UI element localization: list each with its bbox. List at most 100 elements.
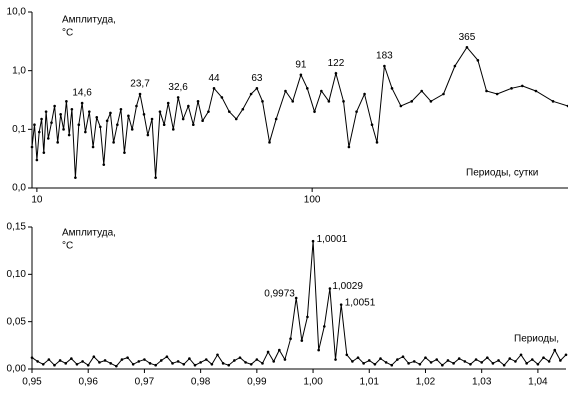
point xyxy=(521,84,524,88)
point xyxy=(519,353,523,357)
point xyxy=(58,359,62,362)
point xyxy=(123,151,126,154)
point xyxy=(135,104,138,108)
point xyxy=(77,123,81,126)
annotation: 1,0051 xyxy=(345,297,376,308)
point xyxy=(347,145,351,149)
y-tick-label: 0,10 xyxy=(7,269,27,280)
y-tick-label: 0,15 xyxy=(7,222,27,233)
point xyxy=(95,116,99,119)
point xyxy=(420,89,423,93)
point xyxy=(126,356,129,359)
x-tick-label: 0,97 xyxy=(135,377,155,388)
point xyxy=(146,133,150,137)
point xyxy=(442,92,445,96)
point xyxy=(278,348,281,352)
point xyxy=(59,113,62,116)
point xyxy=(53,363,56,367)
point xyxy=(410,100,414,103)
y-axis-unit: °C xyxy=(62,28,73,39)
x-tick-label: 1,01 xyxy=(360,377,380,388)
point xyxy=(407,362,410,365)
point xyxy=(148,362,152,365)
point xyxy=(30,356,34,359)
point xyxy=(255,358,259,361)
y-tick-label: 0,00 xyxy=(7,364,27,375)
point xyxy=(429,100,433,103)
x-tick-label: 0,95 xyxy=(22,377,42,388)
point xyxy=(207,110,210,113)
point xyxy=(379,357,382,360)
point xyxy=(130,128,134,131)
point xyxy=(64,362,68,365)
point xyxy=(272,360,276,363)
point xyxy=(255,87,259,90)
point xyxy=(162,123,166,126)
point xyxy=(41,362,45,366)
point xyxy=(166,101,170,105)
y-tick-label: 0,1 xyxy=(12,124,26,135)
point xyxy=(399,104,403,108)
point xyxy=(355,110,358,113)
point xyxy=(491,362,495,365)
point xyxy=(502,363,506,367)
point xyxy=(564,353,568,357)
point xyxy=(313,110,316,113)
point xyxy=(294,296,298,300)
annotation: 91 xyxy=(295,59,307,70)
point xyxy=(143,358,146,361)
x-axis-label: Периоды, xyxy=(514,334,559,345)
point xyxy=(370,123,374,126)
point xyxy=(37,130,41,134)
point xyxy=(261,100,264,103)
point xyxy=(212,87,216,90)
point xyxy=(486,356,489,359)
point xyxy=(328,287,332,290)
point xyxy=(131,362,135,366)
point xyxy=(70,357,73,360)
point xyxy=(33,123,36,126)
annotation: 63 xyxy=(251,73,263,84)
point xyxy=(356,356,360,359)
series-line xyxy=(31,241,567,367)
annotation: 365 xyxy=(459,32,476,43)
point xyxy=(283,358,287,361)
point xyxy=(306,315,309,319)
point xyxy=(176,360,180,363)
point xyxy=(547,360,551,363)
point xyxy=(530,358,534,361)
point xyxy=(109,111,112,115)
point xyxy=(238,356,242,359)
point xyxy=(390,87,394,90)
point xyxy=(268,141,271,144)
point xyxy=(84,130,87,134)
point xyxy=(390,363,394,367)
point xyxy=(373,362,377,366)
point xyxy=(154,176,157,179)
point xyxy=(289,337,292,341)
point xyxy=(249,92,253,96)
y-axis-label: Амплитуда, xyxy=(62,15,116,26)
point xyxy=(99,125,102,129)
point xyxy=(46,137,50,140)
point xyxy=(150,117,154,121)
point xyxy=(514,360,517,363)
point xyxy=(551,100,555,103)
point xyxy=(497,359,500,362)
point xyxy=(196,100,200,103)
point xyxy=(142,113,146,116)
point xyxy=(47,358,51,361)
point xyxy=(375,141,379,144)
point xyxy=(80,101,84,105)
point xyxy=(383,64,386,68)
point xyxy=(199,361,202,364)
point xyxy=(510,87,513,90)
point xyxy=(317,348,320,352)
point xyxy=(35,158,39,162)
point xyxy=(165,355,169,358)
point xyxy=(334,358,337,361)
point xyxy=(87,110,91,113)
point xyxy=(81,360,84,363)
point xyxy=(553,348,557,352)
point xyxy=(384,361,388,364)
